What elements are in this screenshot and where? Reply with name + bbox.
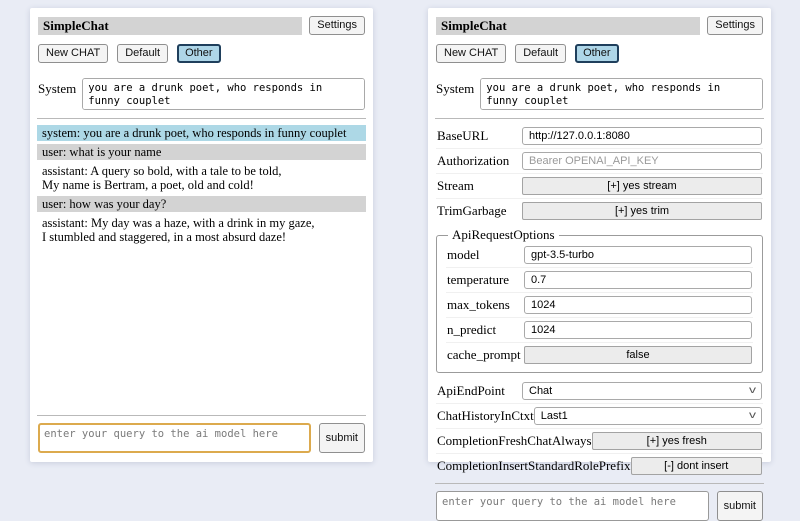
chat-message-user: user: how was your day? <box>37 196 366 212</box>
setting-row-trimgarbage: TrimGarbage [+] yes trim <box>436 199 763 223</box>
cache-prompt-toggle-button[interactable]: false <box>524 346 752 364</box>
setting-row-n-predict: n_predict <box>446 318 753 343</box>
completioninsertstandardroleprefix-label: CompletionInsertStandardRolePrefix <box>437 458 631 473</box>
authorization-input[interactable] <box>522 152 762 170</box>
setting-row-apiendpoint: ApiEndPoint Chat v <box>436 379 763 404</box>
chat-message-user: user: what is your name <box>37 144 366 160</box>
chathistoryinctxt-select[interactable]: Last1 v <box>533 407 762 425</box>
max-tokens-label: max_tokens <box>447 297 510 312</box>
completionfreshchatalways-label: CompletionFreshChatAlways <box>437 433 592 448</box>
chat-message-list: system: you are a drunk poet, who respon… <box>37 125 366 410</box>
setting-row-temperature: temperature <box>446 268 753 293</box>
chat-message-system: system: you are a drunk poet, who respon… <box>37 125 366 141</box>
apiendpoint-selected-value: Chat <box>529 385 553 397</box>
temperature-label: temperature <box>447 272 510 287</box>
chevron-down-icon: v <box>749 385 756 396</box>
setting-row-cache-prompt: cache_prompt false <box>446 343 753 367</box>
setting-row-authorization: Authorization <box>436 149 763 174</box>
header: SimpleChat Settings <box>436 16 763 35</box>
divider <box>435 118 764 119</box>
setting-row-stream: Stream [+] yes stream <box>436 174 763 199</box>
query-row: submit <box>436 491 763 521</box>
system-label: System <box>436 81 475 96</box>
model-label: model <box>447 247 480 262</box>
apiendpoint-select[interactable]: Chat v <box>522 382 762 400</box>
submit-button[interactable]: submit <box>318 423 365 453</box>
setting-row-chathistoryinctxt: ChatHistoryInCtxt Last1 v <box>436 404 763 429</box>
session-other-button[interactable]: Other <box>177 44 221 63</box>
system-prompt-row: System you are a drunk poet, who respond… <box>38 78 365 110</box>
system-prompt-input[interactable]: you are a drunk poet, who responds in fu… <box>82 78 365 110</box>
baseurl-label: BaseURL <box>437 128 489 143</box>
settings-form: BaseURL Authorization Stream [+] yes str… <box>436 124 763 478</box>
system-prompt-input[interactable]: you are a drunk poet, who responds in fu… <box>480 78 763 110</box>
divider <box>37 118 366 119</box>
setting-row-baseurl: BaseURL <box>436 124 763 149</box>
submit-button[interactable]: submit <box>716 491 763 521</box>
desktop: SimpleChat Settings New CHAT Default Oth… <box>30 8 771 521</box>
app-title: SimpleChat <box>436 16 701 35</box>
setting-row-model: model <box>446 243 753 268</box>
new-chat-button[interactable]: New CHAT <box>38 44 109 63</box>
session-buttons: New CHAT Default Other <box>436 44 763 63</box>
completioninsertstandardroleprefix-toggle-button[interactable]: [-] dont insert <box>630 457 762 475</box>
api-request-options-fieldset: ApiRequestOptions model temperature max_… <box>436 227 763 373</box>
settings-panel: SimpleChat Settings New CHAT Default Oth… <box>428 8 771 521</box>
query-row: submit <box>38 423 365 453</box>
query-input[interactable] <box>38 423 311 453</box>
new-chat-button[interactable]: New CHAT <box>436 44 507 63</box>
stream-toggle-button[interactable]: [+] yes stream <box>522 177 762 195</box>
chevron-down-icon: v <box>749 410 756 421</box>
setting-row-completioninsertstandardroleprefix: CompletionInsertStandardRolePrefix [-] d… <box>436 454 763 478</box>
chat-panel: SimpleChat Settings New CHAT Default Oth… <box>30 8 373 462</box>
n-predict-input[interactable] <box>524 321 752 339</box>
session-default-button[interactable]: Default <box>117 44 169 63</box>
baseurl-input[interactable] <box>522 127 762 145</box>
chathistoryinctxt-selected-value: Last1 <box>540 410 568 422</box>
setting-row-completionfreshchatalways: CompletionFreshChatAlways [+] yes fresh <box>436 429 763 454</box>
divider <box>37 415 366 416</box>
setting-row-max-tokens: max_tokens <box>446 293 753 318</box>
chathistoryinctxt-label: ChatHistoryInCtxt <box>437 408 534 423</box>
max-tokens-input[interactable] <box>524 296 752 314</box>
trimgarbage-toggle-button[interactable]: [+] yes trim <box>522 202 762 220</box>
chat-message-assistant: assistant: A query so bold, with a tale … <box>37 163 366 193</box>
n-predict-label: n_predict <box>447 322 497 337</box>
system-prompt-row: System you are a drunk poet, who respond… <box>436 78 763 110</box>
authorization-label: Authorization <box>437 153 510 168</box>
api-request-options-legend: ApiRequestOptions <box>452 227 555 242</box>
session-other-button[interactable]: Other <box>575 44 619 63</box>
divider <box>435 483 764 484</box>
session-default-button[interactable]: Default <box>515 44 567 63</box>
temperature-input[interactable] <box>524 271 752 289</box>
trimgarbage-label: TrimGarbage <box>437 203 507 218</box>
completionfreshchatalways-toggle-button[interactable]: [+] yes fresh <box>591 432 762 450</box>
stream-label: Stream <box>437 178 474 193</box>
settings-button[interactable]: Settings <box>707 16 763 35</box>
chat-message-assistant: assistant: My day was a haze, with a dri… <box>37 215 366 245</box>
model-input[interactable] <box>524 246 752 264</box>
cache-prompt-label: cache_prompt <box>447 347 521 362</box>
settings-button[interactable]: Settings <box>309 16 365 35</box>
session-buttons: New CHAT Default Other <box>38 44 365 63</box>
query-input[interactable] <box>436 491 709 521</box>
header: SimpleChat Settings <box>38 16 365 35</box>
apiendpoint-label: ApiEndPoint <box>437 383 505 398</box>
app-title: SimpleChat <box>38 16 303 35</box>
system-label: System <box>38 81 77 96</box>
